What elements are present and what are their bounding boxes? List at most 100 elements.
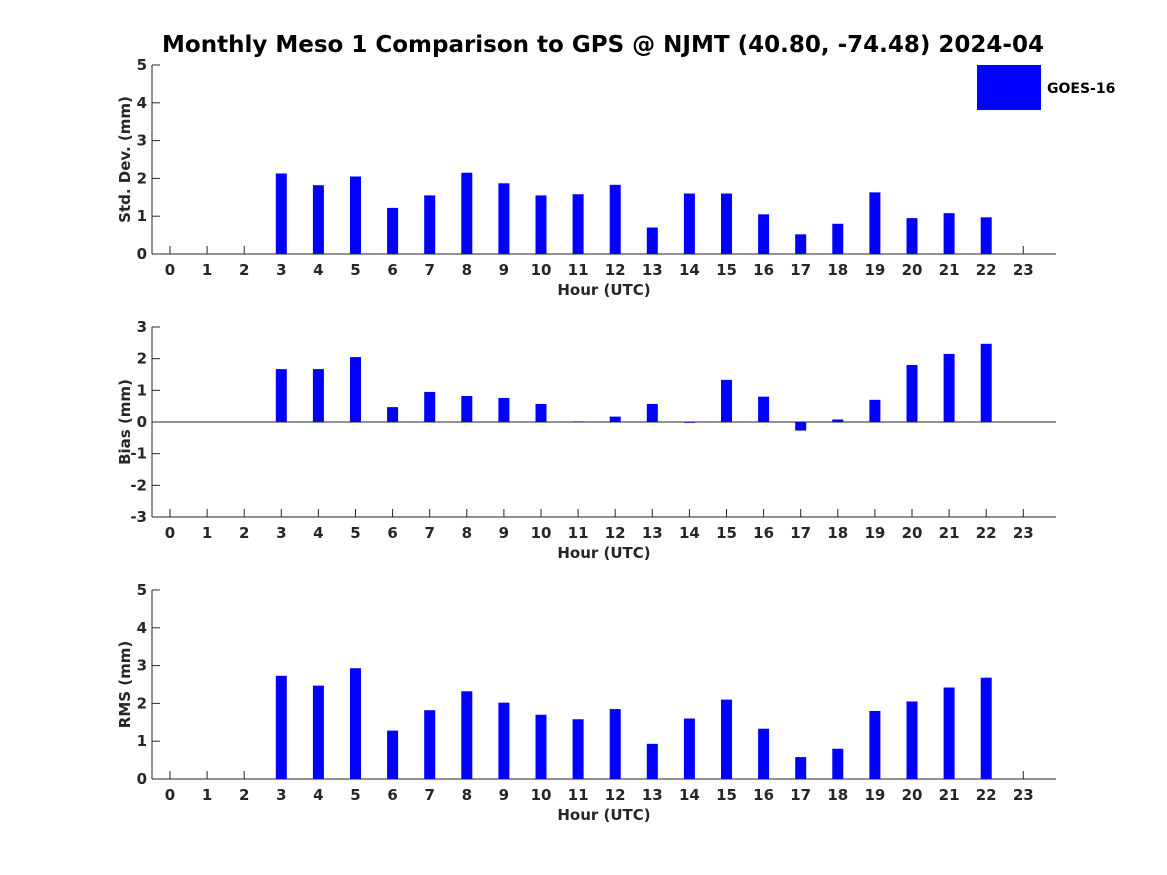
x-tick-label: 20 bbox=[902, 261, 923, 279]
y-tick-label: 1 bbox=[137, 732, 147, 750]
bar bbox=[980, 677, 992, 779]
x-tick-label: 4 bbox=[313, 524, 323, 542]
x-tick-label: 14 bbox=[679, 261, 700, 279]
bar bbox=[980, 217, 992, 254]
y-axis-label: RMS (mm) bbox=[116, 641, 134, 728]
bar bbox=[832, 748, 844, 779]
x-tick-label: 5 bbox=[350, 786, 360, 804]
bar bbox=[795, 757, 807, 779]
y-tick-label: 0 bbox=[137, 245, 147, 263]
bar bbox=[683, 193, 695, 254]
y-tick-label: 1 bbox=[137, 207, 147, 225]
x-tick-label: 6 bbox=[387, 786, 397, 804]
x-tick-label: 1 bbox=[202, 524, 212, 542]
bar bbox=[869, 192, 881, 254]
x-tick-label: 9 bbox=[499, 261, 509, 279]
x-tick-label: 5 bbox=[350, 524, 360, 542]
y-tick-label: 3 bbox=[137, 318, 147, 336]
x-tick-label: 15 bbox=[716, 786, 737, 804]
x-tick-label: 13 bbox=[642, 261, 663, 279]
x-tick-label: 2 bbox=[239, 786, 249, 804]
x-axis-label: Hour (UTC) bbox=[557, 544, 650, 562]
x-tick-label: 3 bbox=[276, 524, 286, 542]
bar bbox=[943, 213, 955, 254]
x-tick-label: 3 bbox=[276, 786, 286, 804]
bar bbox=[275, 173, 287, 254]
x-tick-label: 12 bbox=[605, 261, 626, 279]
x-tick-label: 22 bbox=[976, 524, 997, 542]
x-tick-label: 2 bbox=[239, 524, 249, 542]
y-tick-label: 5 bbox=[137, 56, 147, 74]
x-tick-label: 18 bbox=[827, 261, 848, 279]
x-tick-label: 23 bbox=[1013, 524, 1034, 542]
x-tick-label: 19 bbox=[864, 524, 885, 542]
x-tick-label: 17 bbox=[790, 261, 811, 279]
bar bbox=[387, 730, 399, 779]
x-tick-label: 8 bbox=[462, 786, 472, 804]
bar bbox=[683, 422, 695, 423]
bar bbox=[869, 399, 881, 422]
y-tick-label: 0 bbox=[137, 770, 147, 788]
x-tick-label: 11 bbox=[568, 786, 589, 804]
bar bbox=[498, 702, 510, 779]
x-tick-label: 7 bbox=[424, 261, 434, 279]
x-tick-label: 10 bbox=[531, 261, 552, 279]
x-tick-label: 16 bbox=[753, 786, 774, 804]
x-tick-label: 10 bbox=[531, 524, 552, 542]
x-tick-label: 16 bbox=[753, 261, 774, 279]
bar bbox=[906, 701, 918, 779]
x-tick-label: 11 bbox=[568, 524, 589, 542]
bar bbox=[943, 353, 955, 422]
bar bbox=[461, 691, 473, 779]
bar bbox=[758, 396, 770, 422]
x-tick-label: 9 bbox=[499, 524, 509, 542]
bar bbox=[424, 710, 436, 779]
x-tick-label: 22 bbox=[976, 786, 997, 804]
bar bbox=[646, 227, 658, 254]
bar bbox=[646, 403, 658, 422]
bar bbox=[312, 185, 324, 254]
bar bbox=[832, 223, 844, 254]
x-tick-label: 22 bbox=[976, 261, 997, 279]
bar bbox=[572, 421, 584, 423]
x-tick-label: 23 bbox=[1013, 786, 1034, 804]
bar bbox=[535, 403, 547, 422]
x-tick-label: 0 bbox=[165, 786, 175, 804]
x-tick-label: 8 bbox=[462, 524, 472, 542]
bar bbox=[721, 193, 732, 254]
bar bbox=[312, 369, 324, 422]
bar bbox=[572, 719, 584, 779]
bar bbox=[758, 214, 770, 254]
x-tick-label: 19 bbox=[864, 786, 885, 804]
x-tick-label: 10 bbox=[531, 786, 552, 804]
x-tick-label: 20 bbox=[902, 786, 923, 804]
x-tick-label: 12 bbox=[605, 786, 626, 804]
bar bbox=[795, 234, 807, 254]
bar bbox=[795, 422, 807, 431]
x-tick-label: 7 bbox=[424, 786, 434, 804]
legend-swatch bbox=[977, 65, 1041, 110]
x-tick-label: 6 bbox=[387, 261, 397, 279]
bar bbox=[535, 714, 547, 779]
y-tick-label: 4 bbox=[137, 94, 147, 112]
y-tick-label: -2 bbox=[130, 476, 147, 494]
x-tick-label: 14 bbox=[679, 524, 700, 542]
x-tick-label: 7 bbox=[424, 524, 434, 542]
bar bbox=[461, 172, 473, 254]
bar bbox=[387, 407, 399, 422]
y-tick-label: 3 bbox=[137, 132, 147, 150]
x-tick-label: 0 bbox=[165, 524, 175, 542]
bar bbox=[906, 365, 918, 422]
y-tick-label: 4 bbox=[137, 619, 147, 637]
x-tick-label: 16 bbox=[753, 524, 774, 542]
bar bbox=[387, 207, 399, 254]
x-tick-label: 21 bbox=[939, 524, 960, 542]
x-tick-label: 5 bbox=[350, 261, 360, 279]
bar bbox=[609, 416, 621, 422]
bar bbox=[424, 195, 436, 254]
x-tick-label: 18 bbox=[827, 524, 848, 542]
y-tick-label: -1 bbox=[130, 445, 147, 463]
